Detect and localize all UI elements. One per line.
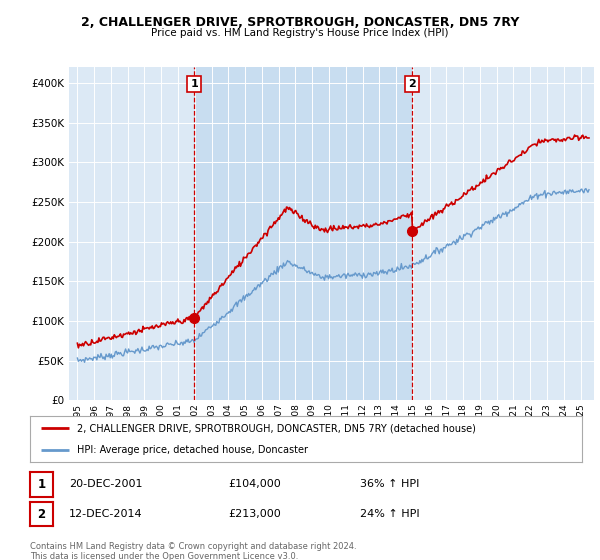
Text: HPI: Average price, detached house, Doncaster: HPI: Average price, detached house, Donc… bbox=[77, 445, 308, 455]
Text: 20-DEC-2001: 20-DEC-2001 bbox=[69, 479, 143, 489]
Text: £213,000: £213,000 bbox=[228, 509, 281, 519]
Text: 2, CHALLENGER DRIVE, SPROTBROUGH, DONCASTER, DN5 7RY (detached house): 2, CHALLENGER DRIVE, SPROTBROUGH, DONCAS… bbox=[77, 423, 476, 433]
Text: 2: 2 bbox=[408, 79, 416, 89]
Text: Price paid vs. HM Land Registry's House Price Index (HPI): Price paid vs. HM Land Registry's House … bbox=[151, 28, 449, 38]
Text: 12-DEC-2014: 12-DEC-2014 bbox=[69, 509, 143, 519]
Bar bbox=[194, 67, 412, 400]
Text: 36% ↑ HPI: 36% ↑ HPI bbox=[360, 479, 419, 489]
Text: 2, CHALLENGER DRIVE, SPROTBROUGH, DONCASTER, DN5 7RY: 2, CHALLENGER DRIVE, SPROTBROUGH, DONCAS… bbox=[81, 16, 519, 29]
Text: 1: 1 bbox=[37, 478, 46, 491]
Text: 2: 2 bbox=[37, 507, 46, 521]
Text: 24% ↑ HPI: 24% ↑ HPI bbox=[360, 509, 419, 519]
Text: £104,000: £104,000 bbox=[228, 479, 281, 489]
Text: Contains HM Land Registry data © Crown copyright and database right 2024.
This d: Contains HM Land Registry data © Crown c… bbox=[30, 542, 356, 560]
Text: 1: 1 bbox=[190, 79, 198, 89]
